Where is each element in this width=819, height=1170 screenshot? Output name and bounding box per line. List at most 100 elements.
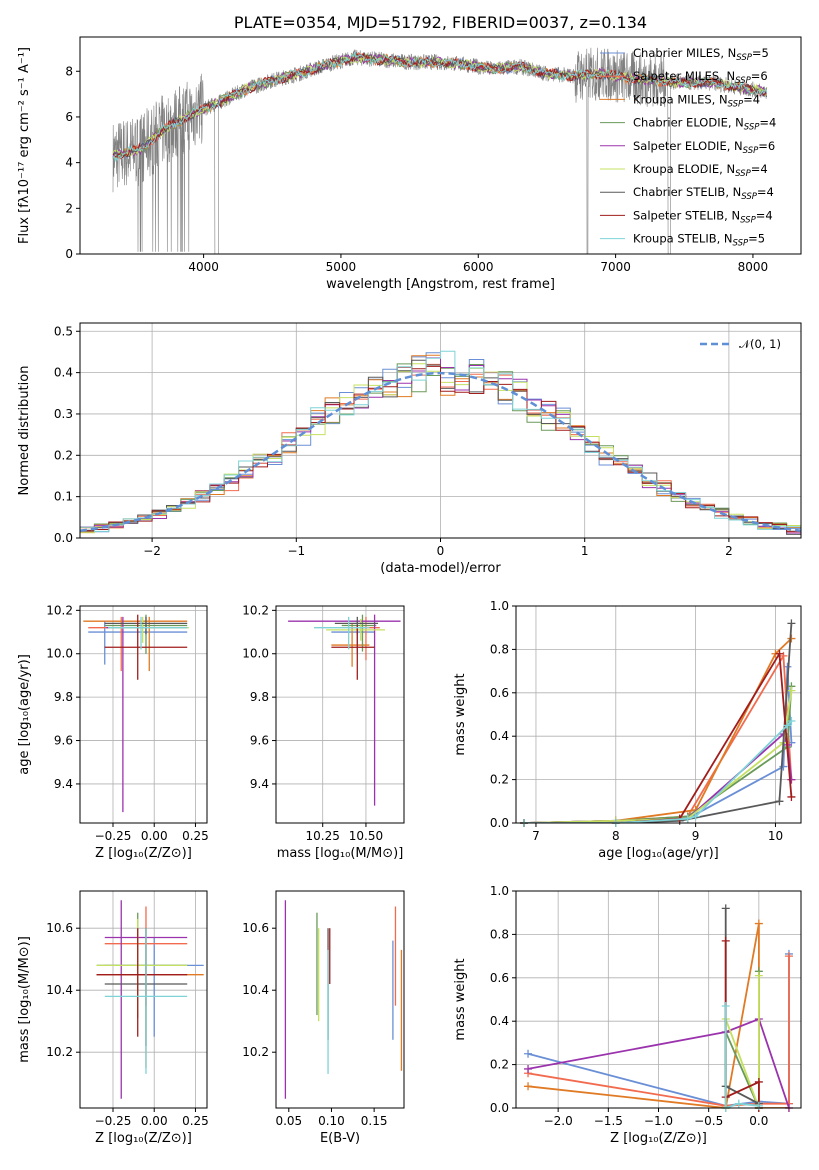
y-tick-label: 0.0 bbox=[490, 816, 509, 830]
legend-label: Chabrier STELIB, N bbox=[633, 185, 741, 199]
legend-entry-salpeter_elodie: Salpeter ELODIE, NSSP=6 bbox=[633, 139, 775, 156]
y-tick-label: 0.2 bbox=[490, 773, 509, 787]
x-tick-label: 0.05 bbox=[275, 1114, 302, 1128]
y-tick-label: 0.1 bbox=[54, 490, 73, 504]
legend-label: Kroupa MILES, N bbox=[633, 92, 728, 106]
x-tick-label: −1 bbox=[287, 544, 305, 558]
y-tick-label: 4 bbox=[65, 156, 73, 170]
y-axis-label: mass [log₁₀(M/M⊙)] bbox=[17, 936, 32, 1063]
x-tick-label: 7000 bbox=[600, 260, 631, 274]
legend-suffix: =4 bbox=[756, 208, 773, 222]
legend-entry-chabrier_miles: Chabrier MILES, NSSP=5 bbox=[633, 46, 769, 63]
x-tick-label: 10.25 bbox=[306, 829, 340, 843]
weight-point-chabrier_stelib bbox=[721, 904, 730, 913]
y-tick-label: 0.5 bbox=[54, 324, 73, 338]
x-tick-label: −1.0 bbox=[644, 1114, 673, 1128]
weight-point-chabrier_miles bbox=[524, 1049, 533, 1058]
legend-entry-kroupa_miles: Kroupa MILES, NSSP=4 bbox=[633, 92, 760, 109]
y-tick-label: 10.6 bbox=[46, 921, 73, 935]
legend-subscript: SSP bbox=[735, 169, 751, 179]
weight-line-chabrier_stelib bbox=[524, 623, 793, 823]
axes-frame bbox=[79, 322, 802, 539]
legend-subscript: SSP bbox=[743, 146, 759, 156]
legend-suffix: =4 bbox=[743, 92, 760, 106]
legend-subscript: SSP bbox=[736, 53, 752, 63]
weight-line-salpeter_miles bbox=[523, 652, 793, 823]
x-tick-label: 2 bbox=[725, 544, 733, 558]
legend-suffix: =6 bbox=[758, 139, 775, 153]
y-tick-label: 1.0 bbox=[490, 884, 509, 898]
chart-title: PLATE=0354, MJD=51792, FIBERID=0037, z=0… bbox=[234, 13, 647, 32]
weight-point-kroupa_stelib bbox=[691, 812, 700, 821]
legend-entry-kroupa_stelib: Kroupa STELIB, NSSP=5 bbox=[633, 232, 765, 249]
y-tick-label: 1.0 bbox=[490, 599, 509, 613]
y-tick-label: 0.4 bbox=[490, 1014, 509, 1028]
legend-entry-salpeter_stelib: Salpeter STELIB, NSSP=4 bbox=[633, 208, 773, 225]
y-tick-label: 10.4 bbox=[46, 983, 73, 997]
axes-residuals: −2 −1 0 1 2 0.0 0.1 0.2 0.3 0.4 0.5 (data-model)/er… bbox=[17, 322, 802, 576]
axes-spectrum: 4000 5000 6000 7000 8000 0 2 4 6 8 wavelength [Ang… bbox=[17, 13, 802, 292]
axes-frame bbox=[515, 890, 802, 1109]
weight-point-chabrier_stelib bbox=[775, 797, 784, 806]
weight-point-kroupa_stelib bbox=[721, 1002, 730, 1011]
y-tick-label: 2 bbox=[65, 201, 73, 215]
y-tick-label: 0 bbox=[65, 247, 73, 261]
x-tick-label: −0.25 bbox=[95, 829, 132, 843]
x-axis-label: (data-model)/error bbox=[380, 561, 501, 576]
axes-mass_vs_Z: −0.25 0.00 0.25 10.2 10.4 10.6 Z [log₁₀(Z/Z⊙)]… bbox=[17, 890, 209, 1146]
x-axis-label: wavelength [Angstrom, rest frame] bbox=[326, 277, 555, 292]
legend-label: Chabrier ELODIE, N bbox=[633, 116, 744, 130]
weight-line-salpeter_elodie bbox=[523, 732, 793, 823]
axes-weight_vs_age: 7 8 9 10 0.0 0.2 0.4 0.6 0.8 1.0 age [log₁₀(age/yr… bbox=[453, 599, 802, 861]
x-tick-label: 9 bbox=[692, 829, 700, 843]
x-tick-label: 4000 bbox=[188, 260, 219, 274]
x-tick-label: 0.00 bbox=[141, 1114, 168, 1128]
y-tick-label: 0.4 bbox=[490, 729, 509, 743]
y-tick-label: 0.0 bbox=[54, 531, 73, 545]
x-tick-label: −0.25 bbox=[95, 1114, 132, 1128]
legend-subscript: SSP bbox=[744, 123, 760, 133]
weight-point-kroupa_miles bbox=[754, 919, 763, 928]
weight-point-chabrier_miles bbox=[779, 762, 788, 771]
histogram-salpeter_stelib bbox=[80, 365, 801, 532]
legend-suffix: =5 bbox=[748, 232, 765, 246]
axes-weight_vs_Z: −2.0 −1.5 −1.0 −0.5 0.0 0.0 0.2 0.4 0.6 0.8 1.0 Z [… bbox=[453, 884, 802, 1146]
legend-entry-chabrier_elodie: Chabrier ELODIE, NSSP=4 bbox=[633, 116, 776, 133]
weight-line-kroupa_miles bbox=[523, 637, 793, 823]
axes-frame bbox=[79, 605, 208, 824]
weight-point-kroupa_miles bbox=[524, 1082, 533, 1091]
legend-suffix: =5 bbox=[752, 46, 769, 60]
y-tick-label: 10.2 bbox=[46, 603, 73, 617]
weight-point-kroupa_stelib bbox=[783, 721, 792, 730]
x-tick-label: 6000 bbox=[463, 260, 494, 274]
legend-label: Salpeter ELODIE, N bbox=[633, 139, 743, 153]
weight-line-salpeter_stelib bbox=[524, 650, 793, 823]
y-tick-label: 0.0 bbox=[490, 1101, 509, 1115]
weight-line-chabrier_miles bbox=[523, 666, 793, 823]
legend-entry-kroupa_elodie: Kroupa ELODIE, NSSP=4 bbox=[633, 162, 768, 179]
weight-point-kroupa_stelib bbox=[683, 814, 692, 823]
axes-frame bbox=[79, 36, 802, 255]
x-tick-label: 0 bbox=[437, 544, 445, 558]
x-tick-label: −2.0 bbox=[544, 1114, 573, 1128]
x-axis-label: Z [log₁₀(Z/Z⊙)] bbox=[95, 1131, 192, 1146]
x-tick-label: 1 bbox=[581, 544, 589, 558]
weight-point-salpeter_stelib bbox=[787, 792, 796, 801]
y-tick-label: 9.4 bbox=[250, 777, 269, 791]
histogram-kroupa_stelib bbox=[80, 350, 801, 532]
weight-point-kroupa_elodie bbox=[787, 686, 796, 695]
weight-point-salpeter_stelib bbox=[721, 936, 730, 945]
legend-suffix: =4 bbox=[759, 116, 776, 130]
weight-point-chabrier_stelib bbox=[787, 619, 796, 628]
y-tick-label: 6 bbox=[65, 110, 73, 124]
x-tick-label: 10 bbox=[768, 829, 783, 843]
y-axis-label: mass weight bbox=[453, 958, 468, 1040]
weight-point-salpeter_miles bbox=[784, 952, 793, 961]
legend-label: Chabrier MILES, N bbox=[633, 46, 736, 60]
y-tick-label: 0.8 bbox=[490, 642, 509, 656]
axes-frame bbox=[275, 605, 405, 824]
weight-point-kroupa_stelib bbox=[787, 717, 796, 726]
y-tick-label: 10.2 bbox=[242, 1045, 269, 1059]
y-tick-label: 9.6 bbox=[54, 734, 73, 748]
